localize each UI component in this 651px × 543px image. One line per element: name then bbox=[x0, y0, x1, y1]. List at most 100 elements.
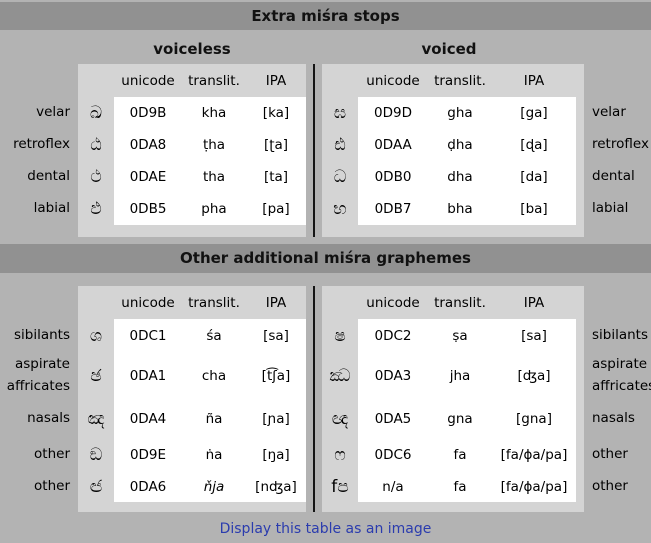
grapheme-glyph: ඤ bbox=[78, 399, 114, 439]
table-bottom-pad bbox=[322, 225, 584, 237]
column-header-translit: translit. bbox=[182, 64, 246, 97]
table-divider bbox=[306, 286, 322, 512]
grapheme-glyph: ඣ bbox=[322, 353, 358, 399]
grapheme-glyph: ඪ bbox=[322, 129, 358, 161]
table-divider bbox=[306, 64, 322, 237]
table-edge-pad bbox=[576, 319, 584, 353]
translit-cell: pha bbox=[182, 193, 246, 225]
section-title-text: Other additional miśra graphemes bbox=[180, 249, 471, 267]
table-bottom-pad bbox=[584, 225, 651, 237]
column-header-unicode: unicode bbox=[114, 286, 182, 319]
unicode-cell: 0DA3 bbox=[358, 353, 428, 399]
unicode-cell: 0DA1 bbox=[114, 353, 182, 399]
grapheme-glyph: ථ bbox=[78, 161, 114, 193]
ipa-cell: [ŋa] bbox=[246, 439, 306, 471]
ipa-cell: [ʤa] bbox=[492, 353, 576, 399]
extra-misra-stops-table: unicode translit. IPA unicode translit. … bbox=[0, 64, 651, 237]
column-header-translit: translit. bbox=[428, 286, 492, 319]
row-label: sibilants bbox=[592, 327, 649, 344]
row-label: other bbox=[34, 446, 70, 463]
unicode-cell: 0DAA bbox=[358, 129, 428, 161]
translit-cell: kha bbox=[182, 97, 246, 129]
table-edge-pad bbox=[576, 439, 584, 471]
voicing-headings: voiceless voiced bbox=[0, 38, 651, 60]
grapheme-glyph: ඵ bbox=[78, 193, 114, 225]
ipa-cell: [ba] bbox=[492, 193, 576, 225]
ipa-cell: [fa/ɸa/pa] bbox=[492, 439, 576, 471]
translit-cell: gna bbox=[428, 399, 492, 439]
unicode-cell: 0DC1 bbox=[114, 319, 182, 353]
column-header-ipa: IPA bbox=[492, 286, 576, 319]
unicode-cell: 0D9D bbox=[358, 97, 428, 129]
section-title-text: Extra miśra stops bbox=[251, 7, 400, 25]
column-header-translit: translit. bbox=[182, 286, 246, 319]
column-header-ipa: IPA bbox=[492, 64, 576, 97]
ipa-cell: [sa] bbox=[246, 319, 306, 353]
column-header-translit: translit. bbox=[428, 64, 492, 97]
ipa-cell: [ga] bbox=[492, 97, 576, 129]
row-label: velar bbox=[36, 104, 70, 121]
unicode-cell: 0DB5 bbox=[114, 193, 182, 225]
translit-cell: jha bbox=[428, 353, 492, 399]
translit-cell: dha bbox=[428, 161, 492, 193]
grapheme-glyph: ඝ bbox=[322, 97, 358, 129]
unicode-cell: n/a bbox=[358, 471, 428, 502]
row-label-spacer bbox=[584, 64, 651, 97]
row-label: retroflex bbox=[13, 136, 70, 153]
ipa-cell: [pa] bbox=[246, 193, 306, 225]
column-header-unicode: unicode bbox=[114, 64, 182, 97]
ipa-cell: [ɲa] bbox=[246, 399, 306, 439]
unicode-cell: 0DA5 bbox=[358, 399, 428, 439]
ipa-cell: [t͡ʃa] bbox=[246, 353, 306, 399]
row-label: nasals bbox=[27, 410, 70, 427]
grapheme-glyph: ඥ bbox=[322, 399, 358, 439]
translit-cell: ḍha bbox=[428, 129, 492, 161]
glyph-column-header-spacer bbox=[322, 64, 358, 97]
row-label: retroflex bbox=[592, 136, 649, 153]
table-edge-pad bbox=[576, 353, 584, 399]
grapheme-glyph: ශ bbox=[78, 319, 114, 353]
translit-cell: gha bbox=[428, 97, 492, 129]
table-edge-pad bbox=[576, 193, 584, 225]
display-as-image-link[interactable]: Display this table as an image bbox=[219, 521, 432, 537]
unicode-cell: 0DA6 bbox=[114, 471, 182, 502]
column-header-ipa: IPA bbox=[246, 64, 306, 97]
glyph-column-header-spacer bbox=[78, 286, 114, 319]
table-bottom-pad bbox=[322, 502, 584, 512]
grapheme-glyph: ධ bbox=[322, 161, 358, 193]
translit-cell: ña bbox=[182, 399, 246, 439]
ipa-cell: [ka] bbox=[246, 97, 306, 129]
column-header-unicode: unicode bbox=[358, 286, 428, 319]
column-header-unicode: unicode bbox=[358, 64, 428, 97]
translit-cell: bha bbox=[428, 193, 492, 225]
grapheme-glyph: ෆ bbox=[322, 439, 358, 471]
unicode-cell: 0DA8 bbox=[114, 129, 182, 161]
translit-cell: ňja bbox=[182, 471, 246, 502]
grapheme-glyph: ඞ bbox=[78, 439, 114, 471]
row-label: sibilants bbox=[13, 327, 70, 344]
unicode-cell: 0DAE bbox=[114, 161, 182, 193]
table-bottom-pad bbox=[0, 502, 78, 512]
row-label-spacer bbox=[0, 64, 78, 97]
unicode-cell: 0D9B bbox=[114, 97, 182, 129]
unicode-cell: 0DB0 bbox=[358, 161, 428, 193]
row-label: other bbox=[592, 477, 628, 494]
table-edge-pad bbox=[576, 64, 584, 97]
ipa-cell: [ɖa] bbox=[492, 129, 576, 161]
unicode-cell: 0DC6 bbox=[358, 439, 428, 471]
translit-cell: fa bbox=[428, 471, 492, 502]
translit-cell: ṣa bbox=[428, 319, 492, 353]
row-label-spacer bbox=[584, 286, 651, 319]
section-title-other-misra-graphemes: Other additional miśra graphemes bbox=[0, 244, 651, 273]
footer: Display this table as an image bbox=[0, 521, 651, 537]
row-label: labial bbox=[33, 200, 70, 217]
glyph-column-header-spacer bbox=[78, 64, 114, 97]
row-label: labial bbox=[592, 200, 629, 217]
table-edge-pad bbox=[576, 399, 584, 439]
ipa-cell: [nʤa] bbox=[246, 471, 306, 502]
ipa-cell: [sa] bbox=[492, 319, 576, 353]
grapheme-glyph: ඨ bbox=[78, 129, 114, 161]
ipa-cell: [ta] bbox=[246, 161, 306, 193]
row-label-spacer bbox=[0, 286, 78, 319]
translit-cell: ṅa bbox=[182, 439, 246, 471]
